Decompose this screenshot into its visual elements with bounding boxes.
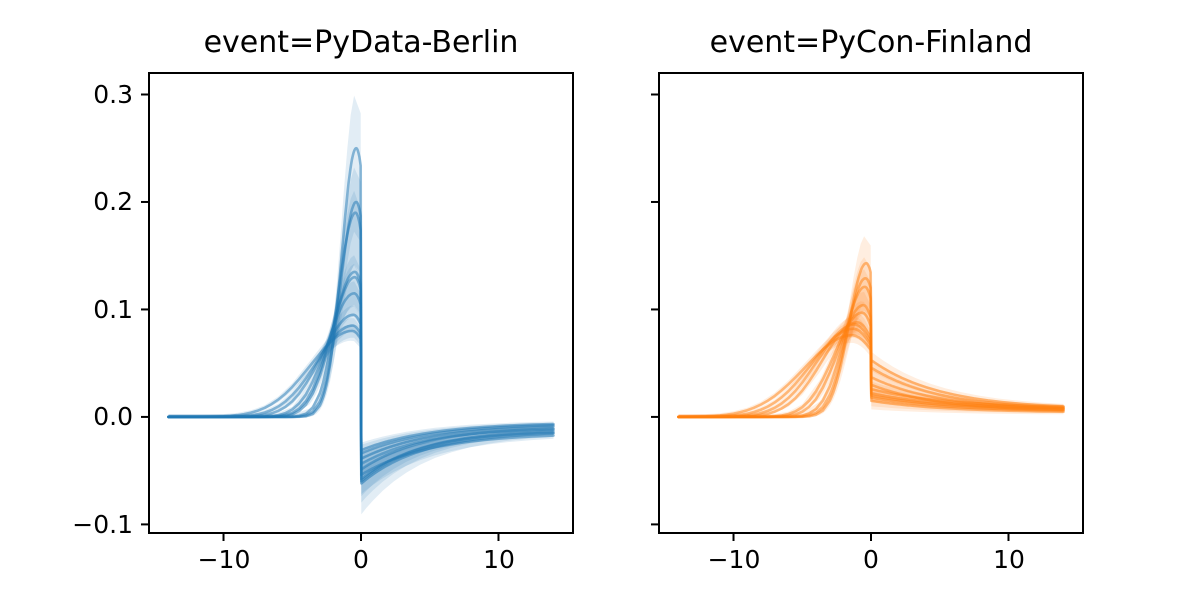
y-tick-label-0.0: 0.0 [93, 402, 133, 431]
right-subplot-title: event=PyCon-Finland [709, 25, 1033, 60]
left-x-tick-label-0: 0 [353, 545, 369, 574]
y-tick-label-0.3: 0.3 [93, 80, 133, 109]
y-tick-label-neg0.1: −0.1 [72, 510, 133, 539]
right-x-tick-label-10: 10 [993, 545, 1025, 574]
left-x-tick-label-10: 10 [483, 545, 515, 574]
y-tick-label-0.1: 0.1 [93, 295, 133, 324]
left-subplot-title: event=PyData-Berlin [203, 25, 519, 60]
right-x-tick-label-neg10: −10 [707, 545, 761, 574]
left-x-tick-label-neg10: −10 [197, 545, 251, 574]
right-x-tick-label-0: 0 [863, 545, 879, 574]
y-tick-label-0.2: 0.2 [93, 187, 133, 216]
